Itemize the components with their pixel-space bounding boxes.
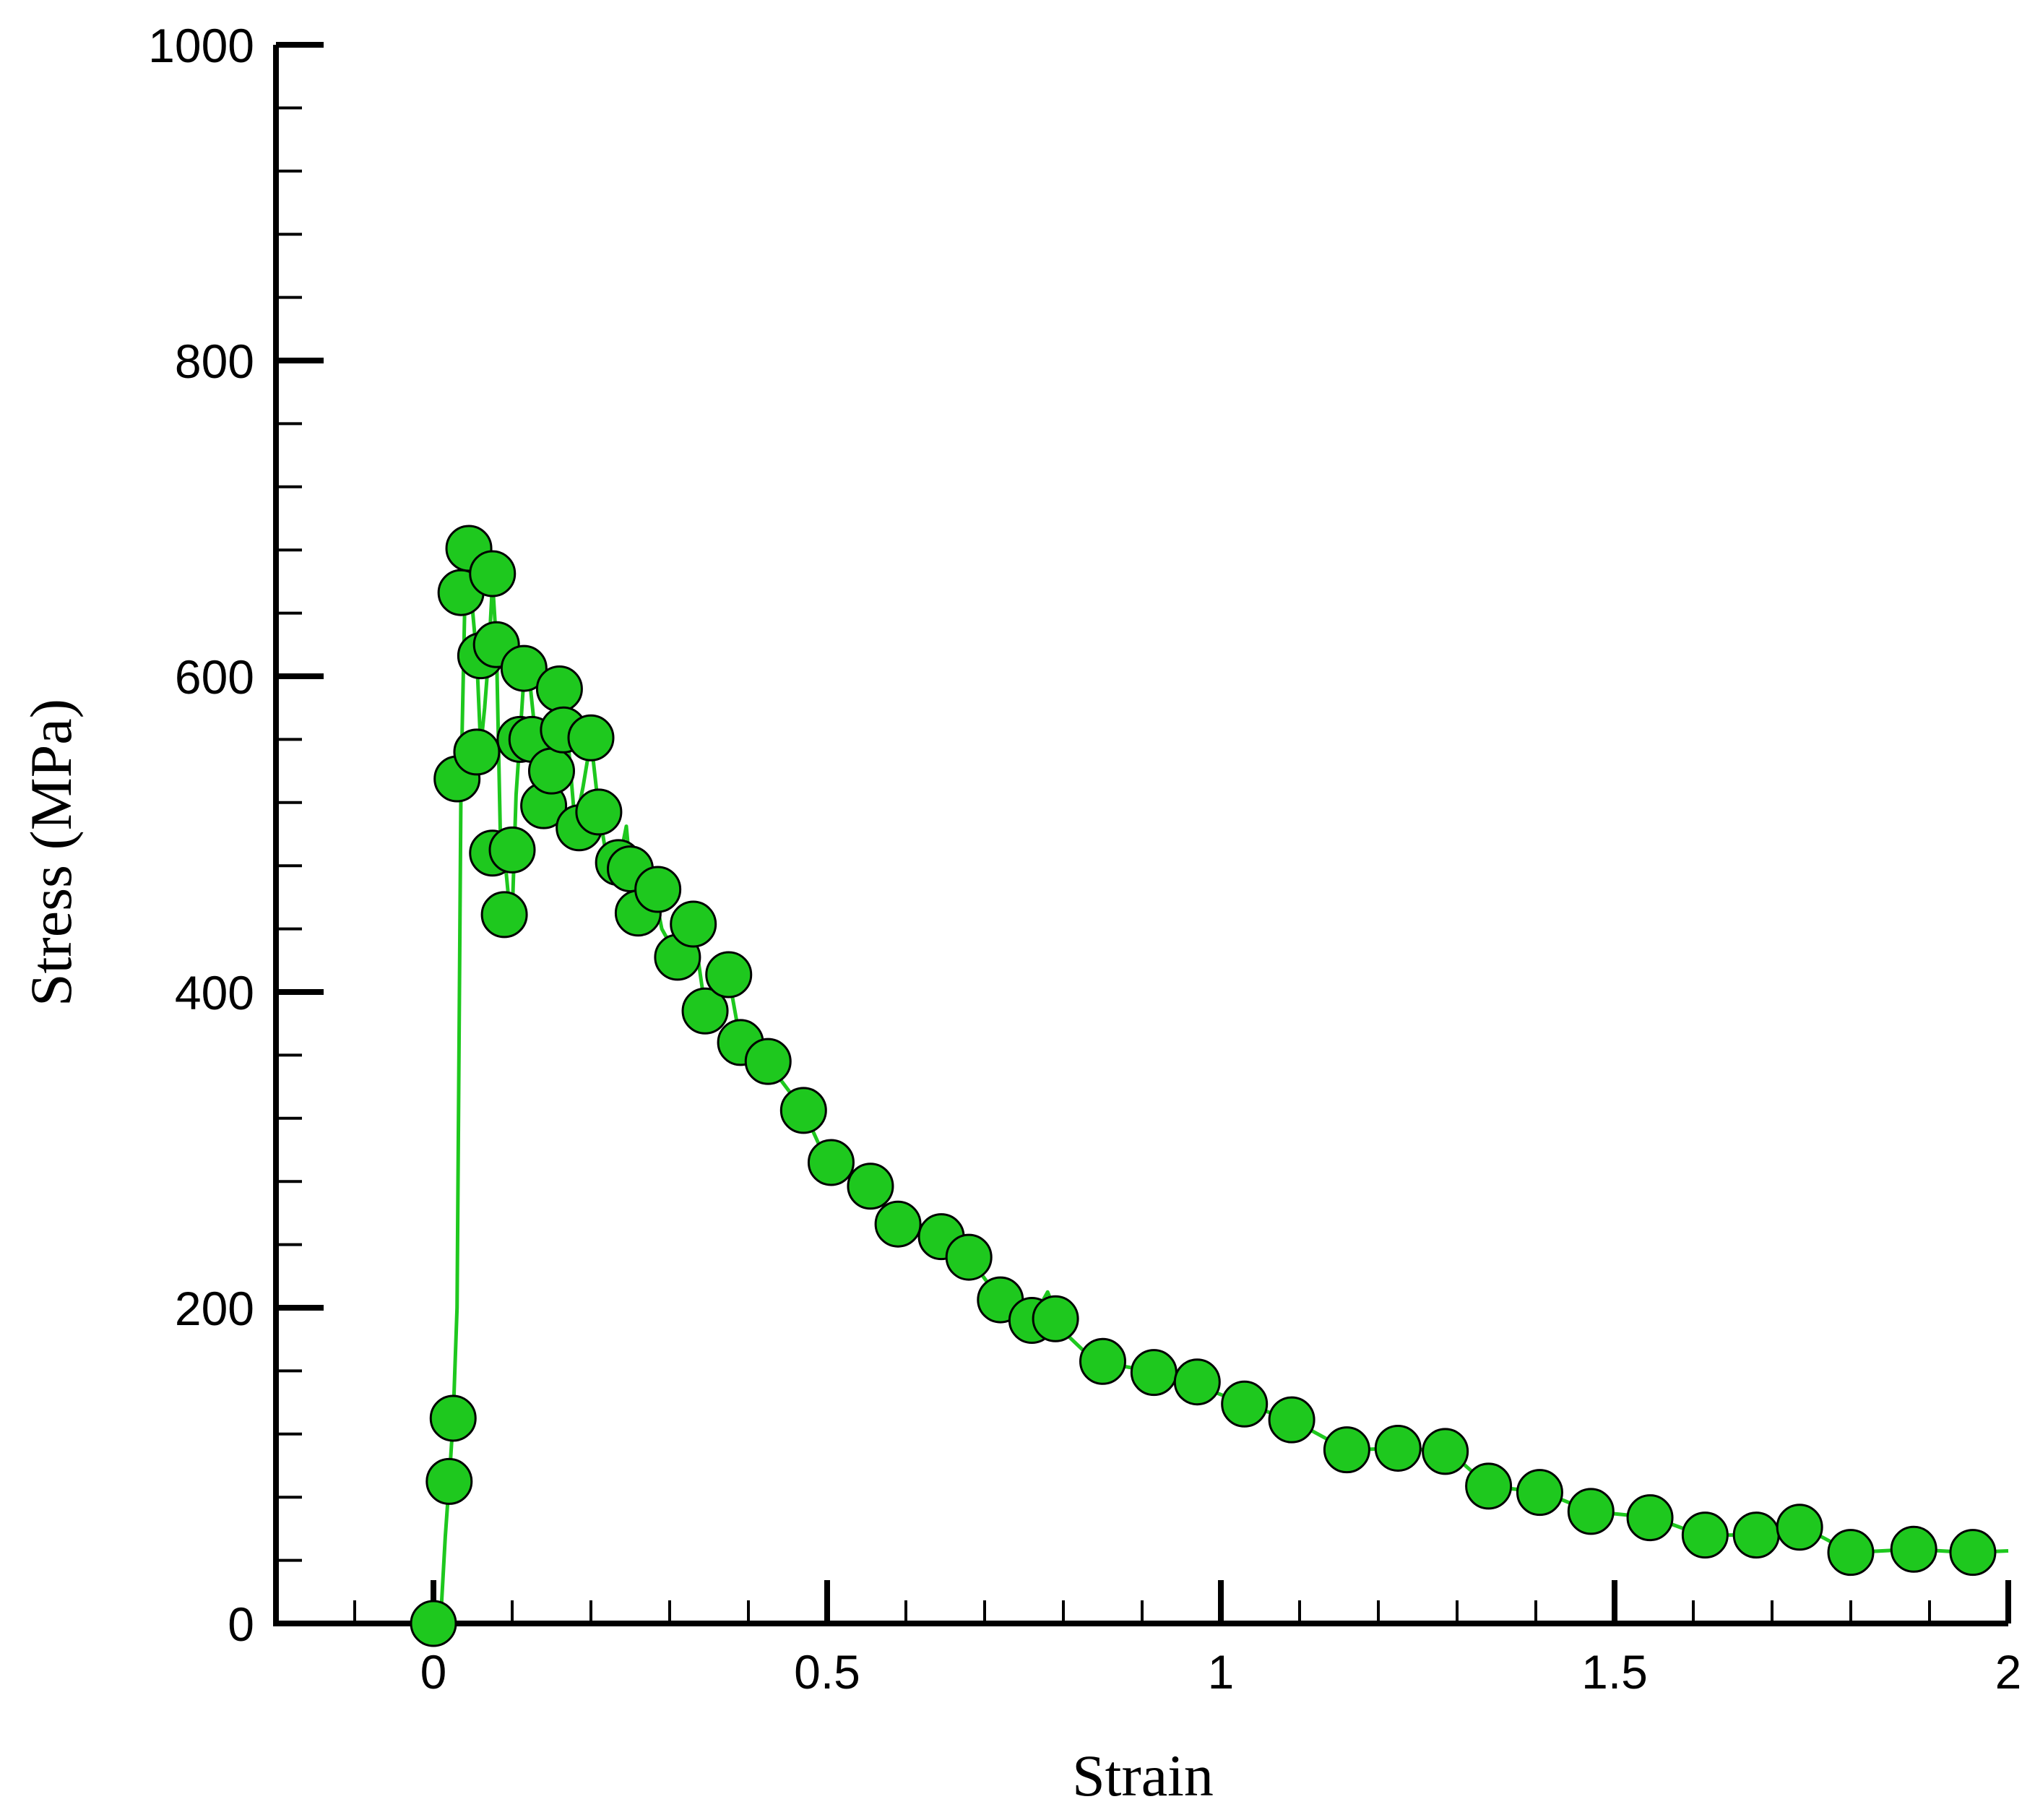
x-tick-label: 0.5 <box>794 1645 860 1699</box>
tick-labels: 0 0.5 1 1.5 2 0 200 400 600 800 1000 <box>148 19 2021 1699</box>
data-point <box>874 1200 922 1248</box>
data-point <box>945 1233 993 1281</box>
x-tick-label: 1.5 <box>1581 1645 1648 1699</box>
x-tick-label: 2 <box>1995 1645 2022 1699</box>
data-point <box>807 1139 855 1186</box>
data-point <box>453 728 501 776</box>
data-point <box>480 891 528 939</box>
data-point <box>1516 1469 1563 1517</box>
data-point <box>1732 1511 1780 1559</box>
data-point <box>1032 1295 1079 1342</box>
data-point <box>1776 1504 1823 1551</box>
tick-marks <box>276 42 2011 1626</box>
data-point <box>528 747 575 795</box>
y-tick-label: 800 <box>175 335 254 388</box>
data-point <box>1268 1396 1315 1444</box>
data-point <box>1626 1494 1674 1542</box>
data-point <box>488 826 536 874</box>
y-axis-title: Stress (MPa) <box>18 699 84 1006</box>
data-point <box>575 788 623 836</box>
y-tick-label: 200 <box>175 1282 254 1335</box>
data-point <box>469 550 517 598</box>
y-tick-label: 600 <box>175 650 254 704</box>
data-point <box>634 866 682 913</box>
data-point <box>1323 1426 1370 1474</box>
data-point <box>670 900 717 948</box>
data-point <box>410 1600 457 1647</box>
series-line <box>431 532 2009 1625</box>
data-series <box>410 525 2009 1647</box>
data-point <box>500 644 548 692</box>
y-tick-label: 400 <box>175 966 254 1019</box>
data-point <box>1465 1462 1513 1510</box>
data-point <box>429 1394 477 1442</box>
data-point <box>425 1457 473 1505</box>
data-point <box>1567 1488 1615 1535</box>
y-tick-label: 1000 <box>148 19 254 72</box>
x-tick-label: 1 <box>1208 1645 1235 1699</box>
data-point <box>705 951 753 999</box>
data-point <box>1681 1511 1729 1559</box>
data-point <box>1079 1337 1126 1385</box>
data-point <box>1827 1529 1875 1577</box>
x-axis-title: Strain <box>1072 1743 1214 1808</box>
data-point <box>1949 1529 1997 1577</box>
data-point <box>535 665 583 712</box>
data-point <box>1130 1349 1178 1397</box>
data-point <box>1173 1358 1221 1406</box>
data-point <box>1221 1380 1269 1428</box>
x-tick-label: 0 <box>420 1645 447 1699</box>
data-point <box>1890 1525 1937 1573</box>
data-point <box>744 1038 792 1085</box>
y-tick-label: 0 <box>228 1597 254 1651</box>
data-point <box>681 987 729 1035</box>
data-point <box>779 1087 827 1134</box>
data-point <box>847 1163 894 1210</box>
data-point <box>567 714 615 762</box>
data-point <box>1374 1424 1422 1472</box>
data-point <box>1422 1428 1469 1475</box>
